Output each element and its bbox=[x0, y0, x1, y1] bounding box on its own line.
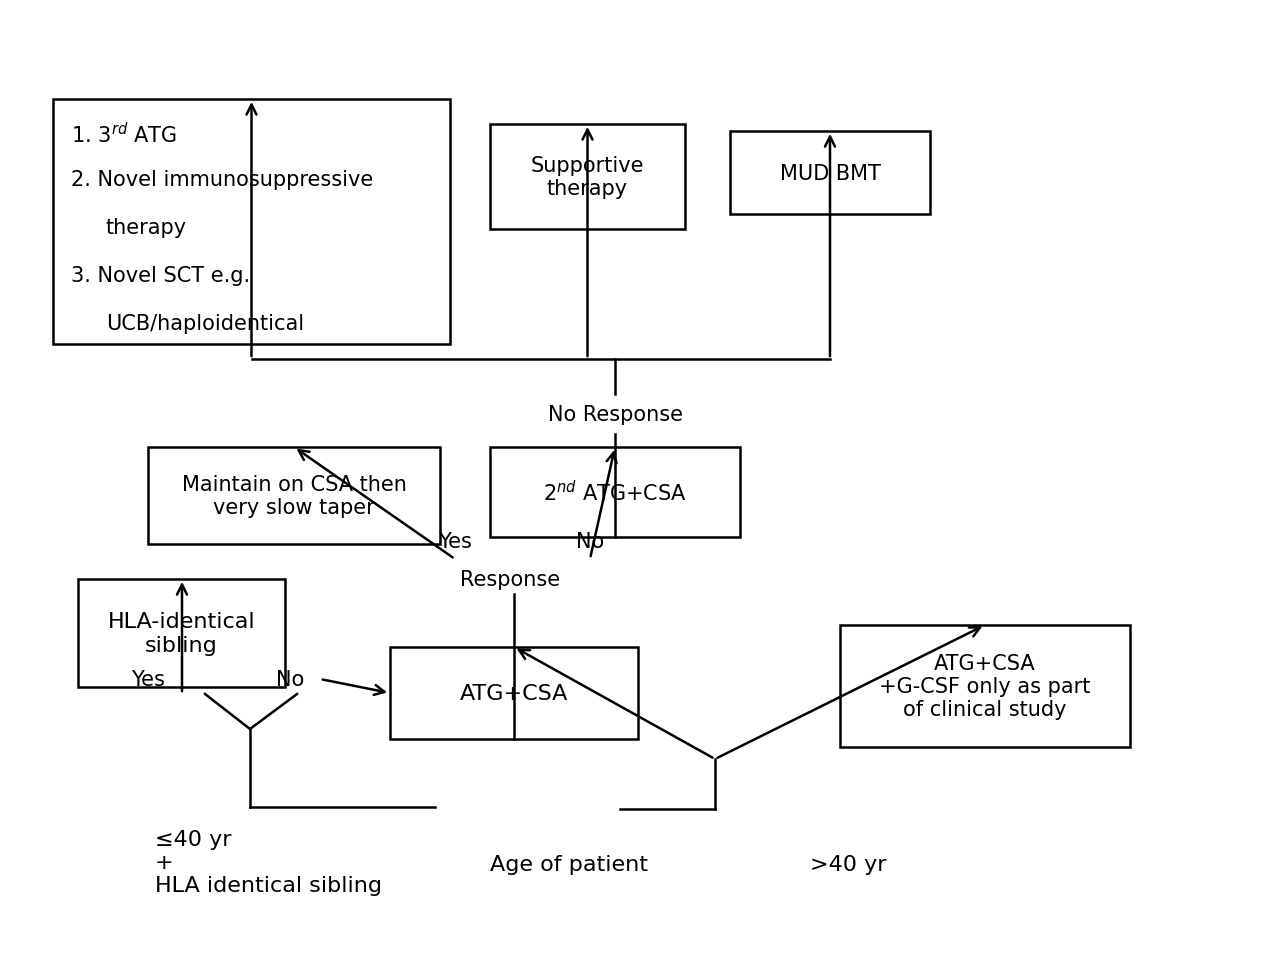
Text: ATG+CSA: ATG+CSA bbox=[460, 683, 568, 703]
Text: MUD BMT: MUD BMT bbox=[780, 163, 881, 184]
Text: Response: Response bbox=[460, 570, 561, 589]
Text: Age of patient: Age of patient bbox=[490, 854, 648, 875]
Text: UCB/haploidentical: UCB/haploidentical bbox=[106, 313, 305, 333]
Bar bbox=[840, 626, 1130, 748]
Bar bbox=[490, 125, 685, 230]
Text: No: No bbox=[276, 669, 305, 689]
Text: therapy: therapy bbox=[106, 218, 187, 237]
Text: ATG+CSA
+G-CSF only as part
of clinical study: ATG+CSA +G-CSF only as part of clinical … bbox=[879, 653, 1091, 720]
Text: 3. Novel SCT e.g.: 3. Novel SCT e.g. bbox=[70, 266, 250, 285]
Bar bbox=[730, 132, 931, 214]
Text: No Response: No Response bbox=[548, 405, 682, 425]
Text: 1. $3^{rd}$ ATG: 1. $3^{rd}$ ATG bbox=[70, 122, 177, 147]
Text: $2^{nd}$ ATG+CSA: $2^{nd}$ ATG+CSA bbox=[543, 480, 687, 505]
Bar bbox=[390, 648, 637, 739]
Text: No: No bbox=[576, 531, 604, 552]
Text: Yes: Yes bbox=[131, 669, 165, 689]
Bar bbox=[490, 448, 740, 537]
Text: HLA-identical
sibling: HLA-identical sibling bbox=[108, 612, 255, 654]
Text: >40 yr: >40 yr bbox=[810, 854, 887, 875]
Bar bbox=[52, 100, 451, 345]
Text: Yes: Yes bbox=[438, 531, 472, 552]
Text: Maintain on CSA then
very slow taper: Maintain on CSA then very slow taper bbox=[182, 475, 407, 518]
Text: ≤40 yr
+
HLA identical sibling: ≤40 yr + HLA identical sibling bbox=[155, 829, 381, 896]
Text: 2. Novel immunosuppressive: 2. Novel immunosuppressive bbox=[70, 170, 374, 190]
Text: Supportive
therapy: Supportive therapy bbox=[531, 156, 644, 199]
Bar bbox=[148, 448, 440, 545]
Bar bbox=[78, 579, 285, 687]
